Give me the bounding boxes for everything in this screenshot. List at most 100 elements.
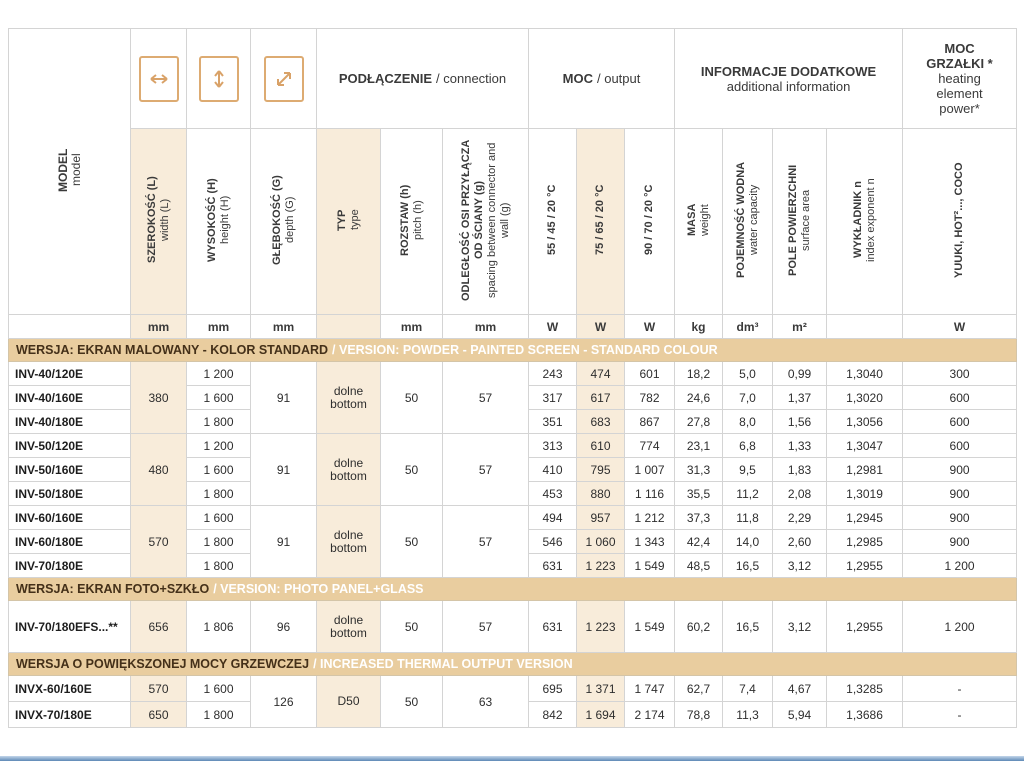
spacing-cell: 57 (442, 433, 529, 506)
brands-column-header: YUUKI, HOT²..., COCO (902, 128, 1018, 315)
model-column-label: MODEL model (55, 148, 83, 192)
heater-power-cell: 1 200 (902, 553, 1018, 578)
output-75-cell: 1 223 (576, 600, 625, 653)
depth-column-header: GŁĘBOKOŚĆ (G) depth (G) (250, 128, 317, 315)
output-75-cell: 1 223 (576, 553, 625, 578)
mass-cell: 27,8 (674, 409, 724, 434)
heater-power-cell: 900 (902, 481, 1018, 506)
height-icon-cell (186, 28, 251, 129)
area-cell: 2,60 (772, 529, 828, 554)
width-unit: mm (130, 314, 187, 339)
pitch-cell: 50 (380, 361, 443, 434)
capacity-unit: dm³ (722, 314, 774, 339)
capacity-cell: 7,0 (722, 385, 774, 410)
output-75-unit: W (576, 314, 625, 339)
area-cell: 2,29 (772, 505, 828, 530)
height-cell: 1 600 (186, 385, 251, 410)
model-cell: INV-50/120E (8, 433, 131, 458)
brands-unit: W (902, 314, 1018, 339)
output-75-cell: 683 (576, 409, 625, 434)
mass-cell: 60,2 (674, 600, 724, 653)
output-90-unit: W (623, 314, 676, 339)
height-cell: 1 600 (186, 675, 251, 702)
output-75-cell: 610 (576, 433, 625, 458)
spacing-unit: mm (442, 314, 529, 339)
output-90-cell: 1 343 (623, 529, 676, 554)
output-55-cell: 313 (528, 433, 577, 458)
mass-cell: 18,2 (674, 361, 724, 386)
section-header-increased-output: WERSJA O POWIĘKSZONEJ MOCY GRZEWCZEJ / IN… (7, 652, 1018, 676)
table-row: INV-50/120E 480 1 200 91 dolne bottom 50… (8, 433, 1018, 506)
output-75-cell: 1 694 (576, 701, 625, 728)
exponent-cell: 1,2955 (826, 600, 904, 653)
capacity-cell: 11,8 (722, 505, 774, 530)
spacing-cell: 63 (442, 675, 529, 728)
area-cell: 5,94 (772, 701, 828, 728)
area-cell: 1,37 (772, 385, 828, 410)
section-header-photo-glass: WERSJA: EKRAN FOTO+SZKŁO / VERSION: PHOTO… (7, 577, 1018, 601)
table-row: INV-40/180E 1 800 351 683 867 27,8 8,0 1… (8, 409, 1018, 434)
model-cell: INV-50/180E (8, 481, 131, 506)
area-cell: 3,12 (772, 553, 828, 578)
type-cell: dolne bottom (316, 505, 381, 578)
heater-power-cell: 600 (902, 409, 1018, 434)
connection-group-header: PODŁĄCZENIE / connection (316, 28, 529, 129)
type-column-header: TYP type (316, 128, 381, 315)
model-cell: INVX-60/160E (8, 675, 131, 702)
output-55-cell: 317 (528, 385, 577, 410)
width-cell: 650 (130, 701, 187, 728)
area-column-header: POLE POWIERZCHNI surface area (772, 128, 828, 315)
table-row: INV-60/160E 570 1 600 91 dolne bottom 50… (8, 505, 1018, 578)
mass-cell: 35,5 (674, 481, 724, 506)
exponent-cell: 1,3056 (826, 409, 904, 434)
output-90-column-header: 90 / 70 / 20 °C (623, 128, 676, 315)
type-cell: D50 (316, 675, 381, 728)
page-divider (0, 756, 1024, 761)
width-column-header: SZEROKOŚĆ (L) width (L) (130, 128, 187, 315)
capacity-cell: 6,8 (722, 433, 774, 458)
output-90-cell: 1 116 (623, 481, 676, 506)
model-cell: INV-60/160E (8, 505, 131, 530)
heater-power-cell: 900 (902, 457, 1018, 482)
exponent-cell: 1,3047 (826, 433, 904, 458)
pitch-cell: 50 (380, 675, 443, 728)
output-group-header: MOC / output (527, 28, 676, 129)
height-cell: 1 800 (186, 409, 251, 434)
height-unit: mm (186, 314, 251, 339)
section-header-painted: WERSJA: EKRAN MALOWANY - KOLOR STANDARD /… (7, 338, 1018, 362)
output-55-cell: 631 (528, 600, 577, 653)
heater-power-cell: 1 200 (902, 600, 1018, 653)
capacity-cell: 11,3 (722, 701, 774, 728)
output-75-cell: 957 (576, 505, 625, 530)
output-90-cell: 1 007 (623, 457, 676, 482)
output-55-cell: 842 (528, 701, 577, 728)
heater-power-cell: 600 (902, 385, 1018, 410)
pitch-column-header: ROZSTAW (h) pitch (h) (380, 128, 443, 315)
mass-cell: 62,7 (674, 675, 724, 702)
table-row: INV-50/180E 1 800 453 880 1 116 35,5 11,… (8, 481, 1018, 506)
capacity-cell: 16,5 (722, 553, 774, 578)
capacity-cell: 5,0 (722, 361, 774, 386)
capacity-cell: 11,2 (722, 481, 774, 506)
output-90-cell: 2 174 (623, 701, 676, 728)
model-cell: INV-70/180EFS...** (8, 600, 131, 653)
output-90-cell: 782 (623, 385, 676, 410)
table-row: INV-40/120E 380 1 200 91 dolne bottom 50… (8, 361, 1018, 434)
pitch-cell: 50 (380, 433, 443, 506)
type-cell: dolne bottom (316, 433, 381, 506)
output-55-cell: 631 (528, 553, 577, 578)
depth-cell: 91 (250, 505, 317, 578)
output-55-cell: 453 (528, 481, 577, 506)
output-90-cell: 1 549 (623, 600, 676, 653)
additional-info-group-header: INFORMACJE DODATKOWE additional informat… (674, 28, 904, 129)
output-90-cell: 1 747 (623, 675, 676, 702)
heater-power-cell: 300 (902, 361, 1018, 386)
mass-cell: 37,3 (674, 505, 724, 530)
capacity-cell: 9,5 (722, 457, 774, 482)
spec-table-wrapper: MODEL model PODŁĄCZENIE / conne (7, 28, 1018, 728)
mass-cell: 24,6 (674, 385, 724, 410)
exponent-cell: 1,2955 (826, 553, 904, 578)
model-cell: INV-70/180E (8, 553, 131, 578)
heater-power-cell: 900 (902, 529, 1018, 554)
type-unit (316, 314, 381, 339)
